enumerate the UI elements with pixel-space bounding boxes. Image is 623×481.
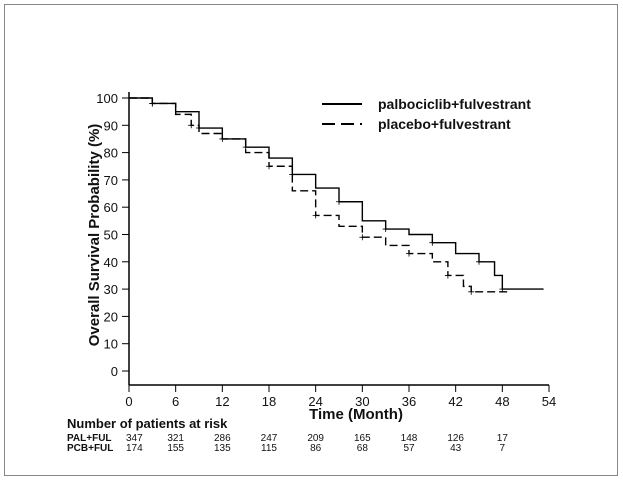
risk-value: 165 — [354, 433, 371, 444]
x-axis-label: Time (Month) — [309, 406, 403, 423]
risk-row-label: PAL+FUL — [67, 433, 112, 444]
y-tick-label: 40 — [104, 255, 118, 270]
risk-value: 321 — [167, 433, 184, 444]
censor-mark — [429, 239, 436, 246]
censor-mark — [219, 135, 226, 142]
y-tick-label: 90 — [104, 118, 118, 133]
risk-value: 286 — [214, 433, 231, 444]
risk-value: 347 — [126, 433, 143, 444]
risk-value: 43 — [450, 443, 462, 454]
censor-mark — [188, 122, 195, 129]
censor-mark — [266, 163, 272, 170]
censor-mark — [312, 212, 319, 219]
y-tick-label: 0 — [111, 364, 118, 379]
y-tick-label: 50 — [104, 228, 118, 243]
risk-table-title: Number of patients at risk — [67, 416, 228, 431]
y-tick-label: 60 — [104, 200, 118, 215]
x-tick-label: 42 — [448, 394, 462, 409]
censor-mark — [149, 100, 156, 107]
x-tick-label: 18 — [262, 394, 276, 409]
censor-mark — [499, 286, 506, 293]
censor-mark — [406, 250, 412, 257]
risk-value: 115 — [261, 443, 277, 454]
risk-value: 17 — [497, 433, 509, 444]
risk-value: 126 — [447, 433, 464, 444]
y-tick-label: 30 — [104, 282, 118, 297]
risk-value: 148 — [401, 433, 418, 444]
risk-value: 209 — [307, 433, 324, 444]
risk-value: 155 — [167, 443, 184, 454]
x-tick-label: 12 — [215, 394, 229, 409]
x-tick-label: 6 — [172, 394, 179, 409]
y-tick-label: 80 — [104, 146, 118, 161]
y-tick-label: 70 — [104, 173, 118, 188]
censor-mark — [476, 258, 482, 265]
risk-value: 57 — [403, 443, 415, 454]
legend-label-1: placebo+fulvestrant — [378, 116, 511, 132]
x-tick-label: 54 — [542, 394, 556, 409]
risk-row-label: PCB+FUL — [67, 443, 113, 454]
x-tick-label: 48 — [495, 394, 509, 409]
risk-value: 174 — [126, 443, 143, 454]
censor-mark — [468, 288, 475, 295]
x-tick-label: 0 — [125, 394, 132, 409]
censor-mark — [359, 234, 366, 241]
x-tick-label: 24 — [308, 394, 322, 409]
figure-frame — [4, 4, 618, 476]
x-tick-label: 36 — [402, 394, 416, 409]
risk-value: 7 — [500, 443, 506, 454]
censor-mark — [382, 226, 389, 233]
x-tick-label: 30 — [355, 394, 369, 409]
risk-value: 86 — [310, 443, 322, 454]
y-tick-label: 20 — [104, 309, 118, 324]
censor-mark — [336, 198, 342, 205]
y-axis-label: Overall Survival Probability (%) — [86, 124, 103, 347]
legend-label-0: palbociclib+fulvestrant — [378, 96, 531, 112]
risk-value: 247 — [261, 433, 278, 444]
censor-mark — [444, 272, 451, 279]
y-tick-label: 10 — [104, 337, 118, 352]
y-tick-label: 100 — [96, 91, 118, 106]
risk-value: 68 — [357, 443, 369, 454]
risk-value: 135 — [214, 443, 231, 454]
